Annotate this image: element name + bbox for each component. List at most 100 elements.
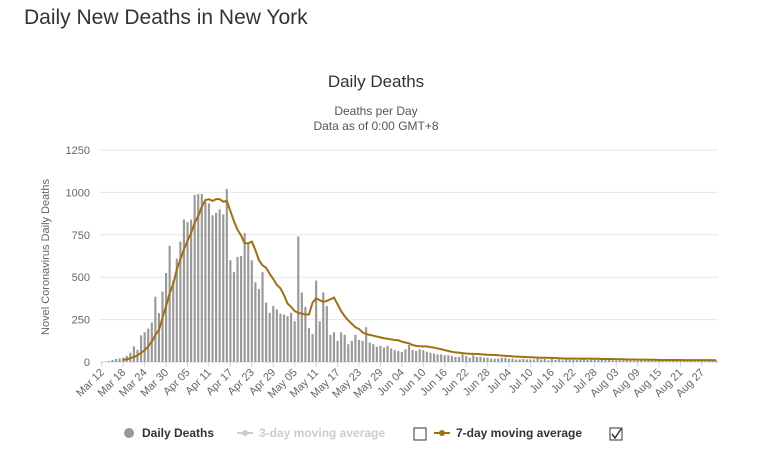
legend-7-day-checkbox[interactable] [610, 428, 622, 440]
legend-3-day-checkbox[interactable] [414, 428, 426, 440]
daily-deaths-bar [651, 361, 653, 362]
daily-deaths-bar [451, 356, 453, 362]
daily-deaths-bar [501, 358, 503, 362]
chart-subtitle-line-1: Deaths per Day [334, 104, 417, 118]
daily-deaths-bar [161, 292, 163, 362]
daily-deaths-bar [526, 359, 528, 362]
daily-deaths-bar [294, 321, 296, 362]
daily-deaths-bar [261, 272, 263, 362]
daily-deaths-bar [286, 316, 288, 362]
daily-deaths-bar [454, 357, 456, 362]
daily-deaths-bar [372, 344, 374, 362]
legend-3-day-label: 3-day moving average [259, 426, 385, 440]
legend-7-day-label: 7-day moving average [456, 426, 582, 440]
daily-deaths-bar [347, 344, 349, 362]
daily-deaths-bar [265, 303, 267, 362]
legend-item-7-day-moving-average[interactable]: 7-day moving average [434, 426, 582, 440]
legend-daily-deaths-label: Daily Deaths [142, 426, 214, 440]
daily-deaths-bar [472, 355, 474, 362]
daily-deaths-bar [140, 335, 142, 362]
daily-deaths-bar [637, 361, 639, 362]
daily-deaths-bar [329, 335, 331, 362]
daily-deaths-bar [558, 359, 560, 362]
legend-daily-deaths-marker [124, 428, 134, 438]
daily-deaths-bar [386, 346, 388, 362]
daily-deaths-bar [236, 257, 238, 362]
daily-deaths-bar [579, 359, 581, 362]
daily-deaths-bar [369, 342, 371, 362]
daily-deaths-bar [612, 360, 614, 362]
daily-deaths-bar [462, 354, 464, 362]
daily-deaths-bar [233, 272, 235, 362]
daily-deaths-bar [354, 335, 356, 362]
daily-deaths-bar [333, 332, 335, 362]
daily-deaths-bar [487, 358, 489, 362]
daily-deaths-bar [290, 313, 292, 362]
daily-deaths-bar [629, 360, 631, 362]
daily-deaths-bar [633, 361, 635, 362]
daily-deaths-bar [219, 209, 221, 362]
daily-deaths-bar [254, 282, 256, 362]
y-tick-label: 0 [84, 357, 90, 369]
daily-deaths-bar [601, 360, 603, 362]
daily-deaths-bar [608, 360, 610, 362]
daily-deaths-bar [494, 359, 496, 362]
daily-deaths-bar [272, 306, 274, 362]
daily-deaths-bar [415, 351, 417, 362]
legend-item-3-day-moving-average[interactable]: 3-day moving average [237, 426, 385, 440]
y-tick-label: 250 [72, 315, 90, 327]
daily-deaths-bar [422, 350, 424, 362]
daily-deaths-bar [408, 345, 410, 362]
daily-deaths-bars [101, 189, 718, 362]
legend: Daily Deaths 3-day moving average 7-day … [124, 426, 622, 440]
daily-deaths-bar [229, 260, 231, 362]
daily-deaths-bar [562, 360, 564, 362]
legend-item-daily-deaths[interactable]: Daily Deaths [124, 426, 214, 440]
y-tick-label: 1000 [66, 187, 90, 199]
daily-deaths-bar [440, 354, 442, 362]
daily-deaths-bar [379, 346, 381, 362]
daily-deaths-chart: Daily Deaths Deaths per Day Data as of 0… [0, 0, 780, 472]
daily-deaths-bar [519, 359, 521, 362]
daily-deaths-bar [490, 359, 492, 362]
daily-deaths-bar [376, 347, 378, 362]
daily-deaths-bar [504, 358, 506, 362]
daily-deaths-bar [247, 242, 249, 362]
daily-deaths-bar [322, 292, 324, 362]
daily-deaths-bar [158, 313, 160, 362]
daily-deaths-bar [340, 332, 342, 362]
y-tick-label: 750 [72, 230, 90, 242]
y-tick-label: 1250 [66, 145, 90, 157]
daily-deaths-bar [547, 360, 549, 362]
daily-deaths-bar [569, 360, 571, 362]
daily-deaths-bar [447, 355, 449, 362]
daily-deaths-bar [119, 358, 121, 362]
daily-deaths-bar [572, 360, 574, 362]
daily-deaths-bar [301, 292, 303, 362]
daily-deaths-bar [358, 340, 360, 362]
daily-deaths-bar [412, 350, 414, 362]
daily-deaths-bar [279, 314, 281, 362]
daily-deaths-bar [297, 236, 299, 362]
daily-deaths-bar [215, 213, 217, 362]
grid-layer [100, 150, 718, 362]
chart-subtitle-line-2: Data as of 0:00 GMT+8 [313, 119, 438, 133]
daily-deaths-bar [165, 273, 167, 362]
daily-deaths-bar [476, 357, 478, 362]
daily-deaths-bar [583, 359, 585, 362]
daily-deaths-bar [383, 348, 385, 362]
daily-deaths-bar [401, 352, 403, 362]
daily-deaths-bar [479, 357, 481, 362]
daily-deaths-bar [351, 341, 353, 362]
daily-deaths-bar [622, 360, 624, 362]
daily-deaths-bar [533, 359, 535, 362]
daily-deaths-bar [458, 357, 460, 362]
legend-3-day-marker [242, 430, 248, 436]
daily-deaths-bar [319, 321, 321, 362]
daily-deaths-bar [615, 360, 617, 362]
daily-deaths-bar [204, 202, 206, 362]
daily-deaths-bar [183, 220, 185, 362]
daily-deaths-bar [226, 189, 228, 362]
daily-deaths-bar [251, 260, 253, 362]
daily-deaths-bar [361, 341, 363, 362]
